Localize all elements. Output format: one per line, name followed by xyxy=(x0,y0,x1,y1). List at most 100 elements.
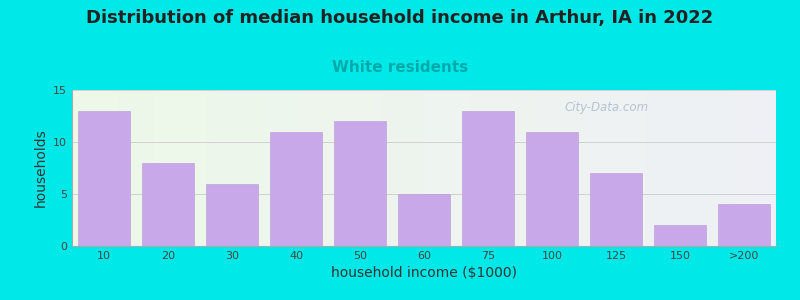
Bar xyxy=(142,163,194,246)
Bar xyxy=(78,38,84,246)
Bar xyxy=(183,38,190,246)
Bar xyxy=(570,38,577,246)
Bar xyxy=(711,38,718,246)
Bar xyxy=(306,38,313,246)
Bar xyxy=(130,38,137,246)
Bar xyxy=(148,38,154,246)
Bar xyxy=(577,38,582,246)
Bar xyxy=(676,38,682,246)
Bar xyxy=(565,38,570,246)
Text: City-Data.com: City-Data.com xyxy=(565,101,649,114)
Bar xyxy=(266,38,271,246)
Bar xyxy=(700,38,706,246)
Bar xyxy=(706,38,711,246)
Bar xyxy=(723,38,729,246)
Bar xyxy=(694,38,700,246)
Text: Distribution of median household income in Arthur, IA in 2022: Distribution of median household income … xyxy=(86,9,714,27)
Bar xyxy=(336,38,342,246)
Bar xyxy=(242,38,248,246)
Bar xyxy=(670,38,676,246)
Bar xyxy=(482,38,489,246)
Bar xyxy=(535,38,542,246)
Bar xyxy=(78,111,130,246)
Bar xyxy=(354,38,359,246)
Bar xyxy=(201,38,207,246)
X-axis label: household income ($1000): household income ($1000) xyxy=(331,266,517,280)
Bar xyxy=(682,38,688,246)
Bar xyxy=(526,132,578,246)
Bar xyxy=(359,38,366,246)
Bar xyxy=(270,132,322,246)
Bar xyxy=(547,38,553,246)
Bar xyxy=(401,38,406,246)
Bar xyxy=(489,38,494,246)
Bar xyxy=(271,38,278,246)
Bar xyxy=(301,38,306,246)
Bar xyxy=(753,38,758,246)
Bar xyxy=(154,38,160,246)
Bar xyxy=(658,38,665,246)
Bar xyxy=(735,38,741,246)
Bar xyxy=(653,38,658,246)
Bar xyxy=(95,38,102,246)
Bar xyxy=(647,38,653,246)
Bar xyxy=(582,38,588,246)
Bar xyxy=(342,38,348,246)
Bar xyxy=(512,38,518,246)
Bar xyxy=(318,38,324,246)
Bar xyxy=(518,38,524,246)
Bar xyxy=(160,38,166,246)
Bar xyxy=(465,38,471,246)
Bar xyxy=(741,38,746,246)
Bar xyxy=(330,38,336,246)
Bar xyxy=(289,38,295,246)
Bar xyxy=(718,38,723,246)
Bar xyxy=(530,38,535,246)
Bar xyxy=(454,38,459,246)
Bar xyxy=(447,38,454,246)
Bar xyxy=(142,38,148,246)
Bar xyxy=(506,38,512,246)
Bar xyxy=(178,38,183,246)
Bar xyxy=(471,38,477,246)
Bar xyxy=(688,38,694,246)
Bar xyxy=(348,38,354,246)
Bar xyxy=(665,38,670,246)
Bar xyxy=(248,38,254,246)
Bar xyxy=(90,38,95,246)
Bar xyxy=(334,121,386,246)
Bar xyxy=(424,38,430,246)
Text: White residents: White residents xyxy=(332,60,468,75)
Bar xyxy=(654,225,706,246)
Bar xyxy=(764,38,770,246)
Bar xyxy=(623,38,630,246)
Bar xyxy=(377,38,383,246)
Bar xyxy=(283,38,289,246)
Bar xyxy=(383,38,389,246)
Bar xyxy=(418,38,424,246)
Bar xyxy=(436,38,442,246)
Bar xyxy=(553,38,559,246)
Bar xyxy=(166,38,172,246)
Bar xyxy=(462,111,514,246)
Bar xyxy=(494,38,500,246)
Bar xyxy=(746,38,753,246)
Bar xyxy=(125,38,130,246)
Bar xyxy=(107,38,113,246)
Bar xyxy=(84,38,90,246)
Bar xyxy=(207,38,213,246)
Bar xyxy=(371,38,377,246)
Bar xyxy=(590,173,642,246)
Bar xyxy=(758,38,764,246)
Y-axis label: households: households xyxy=(34,129,47,207)
Bar xyxy=(119,38,125,246)
Bar xyxy=(770,38,776,246)
Bar xyxy=(218,38,225,246)
Bar xyxy=(313,38,318,246)
Bar xyxy=(389,38,394,246)
Bar xyxy=(398,194,450,246)
Bar xyxy=(618,38,623,246)
Bar xyxy=(230,38,236,246)
Bar xyxy=(295,38,301,246)
Bar xyxy=(225,38,230,246)
